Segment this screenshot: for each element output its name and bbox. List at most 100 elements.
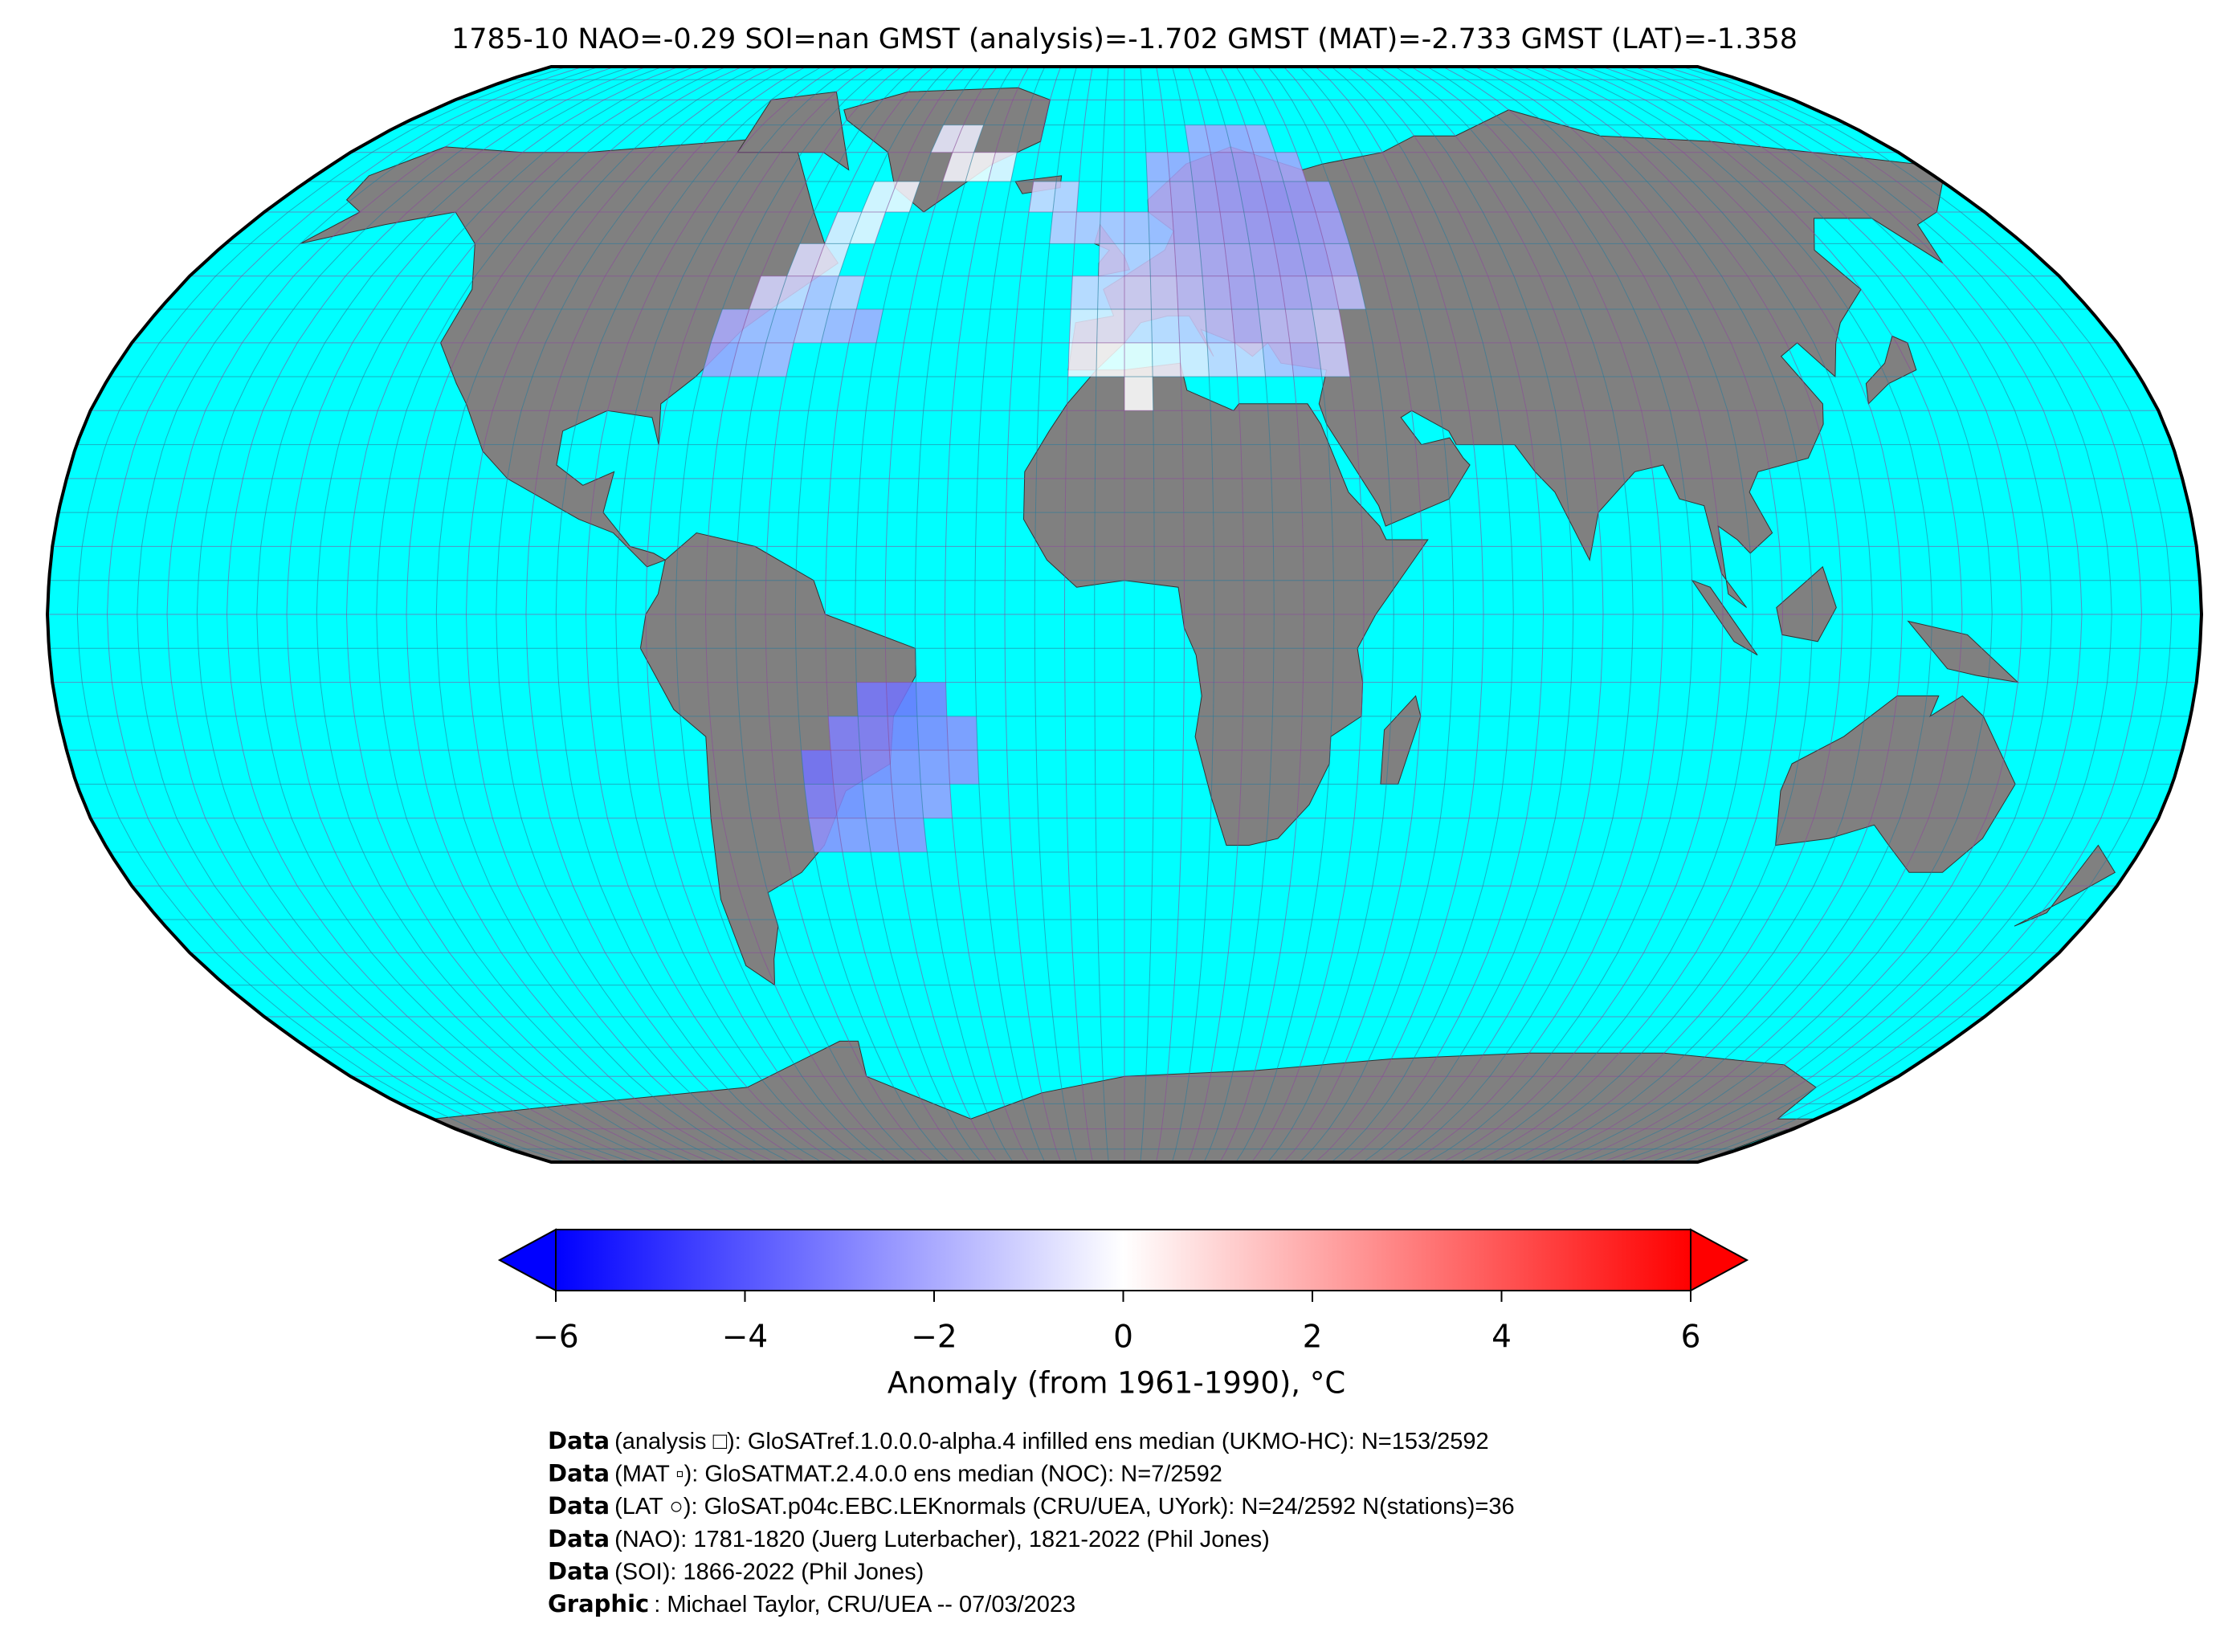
grid-cell — [776, 275, 813, 310]
grid-cell — [1124, 342, 1153, 377]
grid-cell — [1185, 124, 1211, 153]
grid-cell — [1099, 212, 1124, 244]
colorbar-tick-label: −4 — [722, 1320, 769, 1356]
land — [1865, 335, 1917, 405]
grid-cell — [1052, 182, 1079, 212]
grid-cell — [1205, 309, 1235, 343]
grid-cell — [1285, 309, 1318, 343]
grid-cell — [1317, 342, 1350, 377]
credit-label: Data — [548, 1557, 610, 1585]
grid-cell — [1176, 275, 1206, 310]
graticule — [376, 67, 727, 1162]
graticule — [704, 67, 902, 1162]
graticule — [406, 67, 743, 1162]
graticule — [675, 67, 886, 1162]
grid-cell — [1306, 182, 1340, 212]
grid-cell — [1202, 275, 1232, 310]
credit-line: Data (NAO): 1781-1820 (Juerg Luterbacher)… — [548, 1525, 1270, 1552]
graticule — [645, 67, 871, 1162]
grid-cell — [786, 243, 825, 276]
credit-label: Data — [548, 1492, 610, 1519]
graticule — [1443, 67, 1724, 1162]
credit-text: : Michael Taylor, CRU/UEA -- 07/03/2023 — [654, 1592, 1075, 1617]
graticule — [1299, 67, 1455, 1162]
grid-cell — [1071, 275, 1099, 310]
graticule — [1219, 67, 1305, 1162]
grid-cell — [1249, 243, 1280, 276]
grid-cell — [848, 309, 883, 343]
graticule — [1585, 67, 1993, 1162]
grid-cell — [946, 716, 978, 751]
grid-cell — [1074, 212, 1101, 244]
grid-cell — [828, 716, 860, 751]
grid-cell — [1205, 124, 1232, 153]
grid-cell — [1124, 377, 1153, 411]
credit-line: Data (LAT ○): GloSAT.p04c.EBC.LEKnormals … — [548, 1492, 1515, 1519]
colorbar-body — [555, 1229, 1691, 1291]
colorbar-label: Anomaly (from 1961-1990), °C — [888, 1366, 1345, 1401]
graticule — [1554, 67, 1933, 1162]
graticule — [76, 67, 568, 1162]
grid-cell — [729, 342, 766, 377]
grid-cell — [849, 212, 886, 244]
graticule — [1522, 67, 1873, 1162]
graticule — [1378, 67, 1604, 1162]
grid-cell — [1324, 243, 1358, 276]
graticule — [855, 67, 981, 1162]
grid-cell — [916, 716, 949, 751]
grid-cell — [1258, 309, 1290, 343]
graticule — [1474, 67, 1784, 1162]
graticule — [824, 67, 966, 1162]
grid-cell — [1097, 275, 1124, 310]
graticule — [1569, 67, 1963, 1162]
graticule — [1602, 67, 2023, 1162]
grid-cell — [1167, 152, 1193, 182]
graticule — [1363, 67, 1574, 1162]
grid-cell — [1152, 342, 1181, 377]
grid-cell — [892, 784, 924, 818]
grid-cell — [856, 682, 888, 716]
grid-cell — [1262, 342, 1294, 377]
graticule — [196, 67, 631, 1162]
graticule — [525, 67, 806, 1162]
graticule — [1347, 67, 1545, 1162]
credits: Data (analysis □): GloSATref.1.0.0.0-alph… — [548, 1427, 1515, 1617]
credit-label: Graphic — [548, 1590, 649, 1617]
grid-cell — [886, 682, 917, 716]
grid-cell — [833, 784, 867, 818]
grid-cell — [1147, 182, 1173, 212]
grid-cell — [829, 275, 865, 310]
grid-cell — [894, 818, 928, 852]
grid-cell — [1231, 309, 1263, 343]
graticule — [555, 67, 822, 1162]
grid-cell — [804, 784, 838, 818]
grid-cell — [1312, 309, 1345, 343]
grid-cell — [1174, 243, 1202, 276]
graticule — [1235, 67, 1335, 1162]
graticule — [1410, 67, 1664, 1162]
land — [639, 532, 916, 986]
grid-cell — [931, 124, 964, 153]
grid-cell — [757, 342, 794, 377]
grid-cell — [942, 152, 974, 182]
graticule — [1267, 67, 1394, 1162]
credit-text: (LAT ○): GloSAT.p04c.EBC.LEKnormals (CRU… — [614, 1494, 1515, 1519]
grid-cell — [1207, 342, 1238, 377]
grid-cell — [885, 182, 920, 212]
grid-cell — [1145, 152, 1170, 182]
graticule — [794, 67, 950, 1162]
graticule — [1665, 67, 2143, 1162]
graticule — [1506, 67, 1843, 1162]
graticule — [256, 67, 663, 1162]
graticule — [1681, 67, 2173, 1162]
land — [1776, 565, 1837, 642]
grid-cell — [1253, 152, 1284, 182]
grid-cell — [1274, 243, 1307, 276]
grid-cell — [1189, 152, 1216, 182]
grid-cell — [916, 682, 947, 716]
credit-label: Data — [548, 1460, 610, 1487]
grid-cell — [889, 750, 921, 785]
grid-cell — [701, 342, 739, 377]
